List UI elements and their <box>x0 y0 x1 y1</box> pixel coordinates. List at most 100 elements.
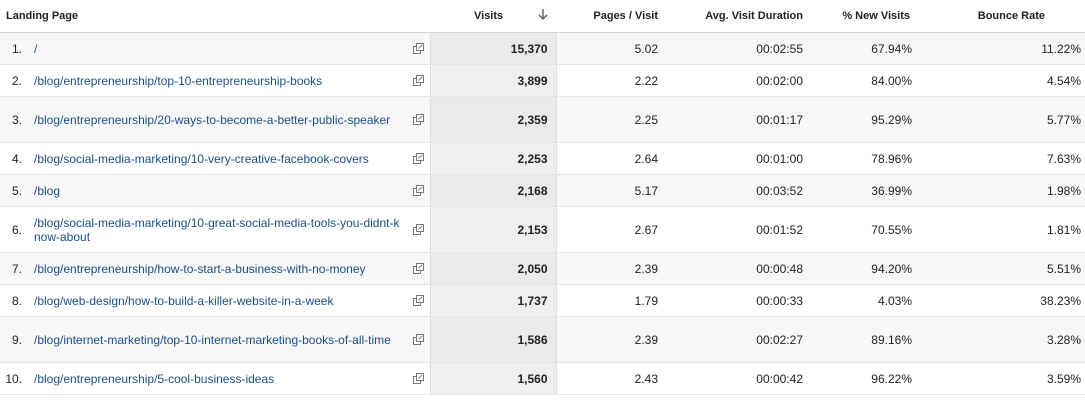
bounce-rate-value: 11.22% <box>952 32 1085 65</box>
bounce-rate-value: 38.23% <box>952 284 1085 317</box>
visits-value: 1,586 <box>429 316 557 363</box>
avg-visit-duration-value: 00:00:42 <box>686 362 819 395</box>
landing-page-link[interactable]: /blog/entrepreneurship/20-ways-to-become… <box>34 112 391 127</box>
header-landing-page[interactable]: Landing Page <box>0 0 430 33</box>
landing-page-cell: / <box>34 32 430 65</box>
table-row: 10. /blog/entrepreneurship/5-cool-busine… <box>0 362 1085 395</box>
header-avg-visit-duration[interactable]: Avg. Visit Duration <box>686 0 819 33</box>
landing-page-cell: /blog/entrepreneurship/5-cool-business-i… <box>34 362 430 395</box>
bounce-rate-value: 4.54% <box>952 64 1085 97</box>
visits-value: 2,050 <box>429 252 557 285</box>
table-header-row: Landing Page Visits Pages / Visit Avg. V… <box>0 0 1085 33</box>
visits-value: 1,737 <box>429 284 557 317</box>
landing-page-link[interactable]: /blog/internet-marketing/top-10-internet… <box>34 332 391 347</box>
avg-visit-duration-value: 00:01:00 <box>686 142 819 175</box>
avg-visit-duration-value: 00:00:48 <box>686 252 819 285</box>
new-visits-value: 94.20% <box>819 252 952 285</box>
bounce-rate-value: 1.98% <box>952 174 1085 207</box>
landing-page-link[interactable]: /blog <box>34 183 61 198</box>
avg-visit-duration-value: 00:01:17 <box>686 96 819 143</box>
row-index: 1. <box>0 32 34 65</box>
landing-page-link[interactable]: /blog/web-design/how-to-build-a-killer-w… <box>34 293 334 308</box>
row-index: 6. <box>0 206 34 253</box>
table-row: 6. /blog/social-media-marketing/10-great… <box>0 206 1085 253</box>
bounce-rate-value: 5.77% <box>952 96 1085 143</box>
visits-value: 2,168 <box>429 174 557 207</box>
table-row: 8. /blog/web-design/how-to-build-a-kille… <box>0 284 1085 317</box>
new-visits-value: 95.29% <box>819 96 952 143</box>
new-visits-value: 70.55% <box>819 206 952 253</box>
landing-page-cell: /blog/social-media-marketing/10-great-so… <box>34 206 430 253</box>
new-visits-value: 96.22% <box>819 362 952 395</box>
external-link-icon[interactable] <box>412 372 424 384</box>
landing-page-link[interactable]: /blog/social-media-marketing/10-very-cre… <box>34 151 369 166</box>
landing-page-link[interactable]: /blog/entrepreneurship/how-to-start-a-bu… <box>34 261 366 276</box>
external-link-icon[interactable] <box>412 74 424 86</box>
external-link-icon[interactable] <box>412 262 424 274</box>
pages-per-visit-value: 1.79 <box>556 284 686 317</box>
row-index: 9. <box>0 316 34 363</box>
landing-page-cell: /blog <box>34 174 430 207</box>
external-link-icon[interactable] <box>412 113 424 125</box>
header-new-visits[interactable]: % New Visits <box>819 0 952 33</box>
landing-page-cell: /blog/internet-marketing/top-10-internet… <box>34 316 430 363</box>
visits-value: 3,899 <box>429 64 557 97</box>
pages-per-visit-value: 2.39 <box>556 316 686 363</box>
new-visits-value: 67.94% <box>819 32 952 65</box>
new-visits-value: 4.03% <box>819 284 952 317</box>
table-row: 2. /blog/entrepreneurship/top-10-entrepr… <box>0 64 1085 97</box>
row-index: 5. <box>0 174 34 207</box>
external-link-icon[interactable] <box>412 223 424 235</box>
bounce-rate-value: 7.63% <box>952 142 1085 175</box>
visits-value: 15,370 <box>429 32 557 65</box>
avg-visit-duration-value: 00:01:52 <box>686 206 819 253</box>
bounce-rate-value: 3.59% <box>952 362 1085 395</box>
new-visits-value: 78.96% <box>819 142 952 175</box>
row-index: 8. <box>0 284 34 317</box>
table-row: 7. /blog/entrepreneurship/how-to-start-a… <box>0 252 1085 285</box>
pages-per-visit-value: 5.02 <box>556 32 686 65</box>
landing-page-link[interactable]: /blog/entrepreneurship/5-cool-business-i… <box>34 371 275 386</box>
landing-page-cell: /blog/social-media-marketing/10-very-cre… <box>34 142 430 175</box>
table-row: 9. /blog/internet-marketing/top-10-inter… <box>0 316 1085 363</box>
landing-page-cell: /blog/entrepreneurship/20-ways-to-become… <box>34 96 430 143</box>
pages-per-visit-value: 2.67 <box>556 206 686 253</box>
bounce-rate-value: 1.81% <box>952 206 1085 253</box>
header-pages-per-visit[interactable]: Pages / Visit <box>556 0 686 33</box>
table-row: 4. /blog/social-media-marketing/10-very-… <box>0 142 1085 175</box>
pages-per-visit-value: 2.43 <box>556 362 686 395</box>
external-link-icon[interactable] <box>412 333 424 345</box>
arrow-down-icon[interactable] <box>538 8 548 24</box>
row-index: 2. <box>0 64 34 97</box>
header-bounce-rate[interactable]: Bounce Rate <box>952 0 1085 33</box>
landing-page-cell: /blog/web-design/how-to-build-a-killer-w… <box>34 284 430 317</box>
row-index: 4. <box>0 142 34 175</box>
pages-per-visit-value: 2.25 <box>556 96 686 143</box>
pages-per-visit-value: 2.64 <box>556 142 686 175</box>
landing-page-link[interactable]: /blog/social-media-marketing/10-great-so… <box>34 215 400 244</box>
landing-page-link[interactable]: / <box>34 41 38 56</box>
visits-value: 2,153 <box>429 206 557 253</box>
landing-page-cell: /blog/entrepreneurship/top-10-entreprene… <box>34 64 430 97</box>
row-index: 10. <box>0 362 34 395</box>
landing-page-cell: /blog/entrepreneurship/how-to-start-a-bu… <box>34 252 430 285</box>
landing-page-link[interactable]: /blog/entrepreneurship/top-10-entreprene… <box>34 73 323 88</box>
avg-visit-duration-value: 00:02:00 <box>686 64 819 97</box>
visits-value: 2,359 <box>429 96 557 143</box>
new-visits-value: 89.16% <box>819 316 952 363</box>
table-row: 1. / 15,370 5.02 00:02:55 67.94% 11.22% <box>0 32 1085 65</box>
avg-visit-duration-value: 00:03:52 <box>686 174 819 207</box>
table-row: 5. /blog 2,168 5.17 00:03:52 36.99% 1.98… <box>0 174 1085 207</box>
external-link-icon[interactable] <box>412 294 424 306</box>
external-link-icon[interactable] <box>412 152 424 164</box>
header-visits[interactable]: Visits <box>430 0 556 33</box>
avg-visit-duration-value: 00:00:33 <box>686 284 819 317</box>
bounce-rate-value: 5.51% <box>952 252 1085 285</box>
row-index: 7. <box>0 252 34 285</box>
external-link-icon[interactable] <box>412 184 424 196</box>
visits-value: 1,560 <box>429 362 557 395</box>
avg-visit-duration-value: 00:02:55 <box>686 32 819 65</box>
external-link-icon[interactable] <box>412 42 424 54</box>
pages-per-visit-value: 2.39 <box>556 252 686 285</box>
